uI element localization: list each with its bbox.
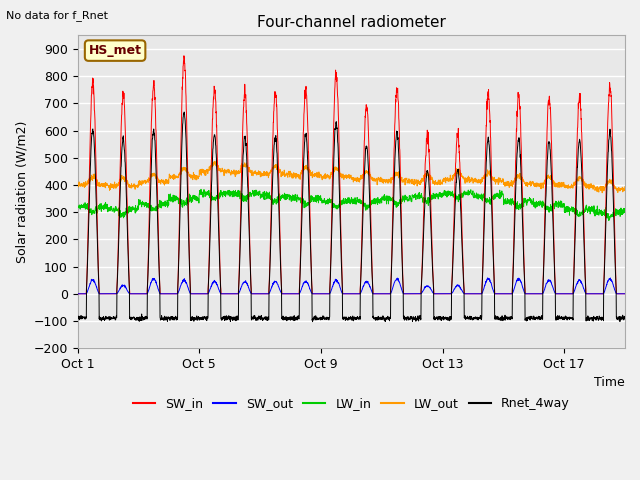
Text: HS_met: HS_met bbox=[88, 44, 141, 57]
Legend: SW_in, SW_out, LW_in, LW_out, Rnet_4way: SW_in, SW_out, LW_in, LW_out, Rnet_4way bbox=[128, 392, 575, 415]
X-axis label: Time: Time bbox=[595, 376, 625, 389]
Title: Four-channel radiometer: Four-channel radiometer bbox=[257, 15, 446, 30]
Y-axis label: Solar radiation (W/m2): Solar radiation (W/m2) bbox=[15, 120, 28, 263]
Text: No data for f_Rnet: No data for f_Rnet bbox=[6, 10, 108, 21]
